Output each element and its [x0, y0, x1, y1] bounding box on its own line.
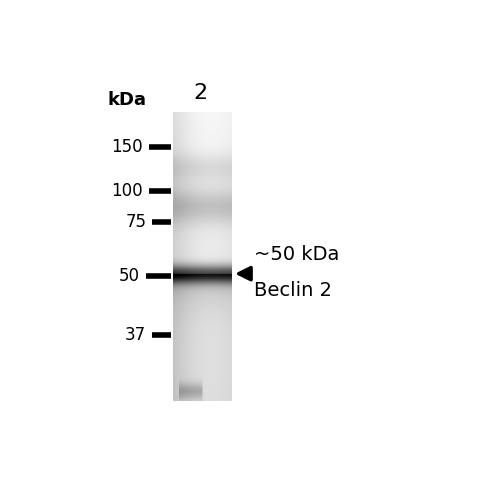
Text: ~50 kDa: ~50 kDa: [254, 245, 340, 264]
Text: Beclin 2: Beclin 2: [254, 282, 332, 300]
Text: 100: 100: [111, 182, 142, 200]
Text: 150: 150: [111, 138, 142, 156]
Text: 50: 50: [119, 266, 140, 284]
Text: 2: 2: [193, 82, 207, 102]
Text: 75: 75: [126, 212, 146, 230]
Text: kDa: kDa: [107, 92, 146, 110]
Text: 37: 37: [124, 326, 146, 344]
